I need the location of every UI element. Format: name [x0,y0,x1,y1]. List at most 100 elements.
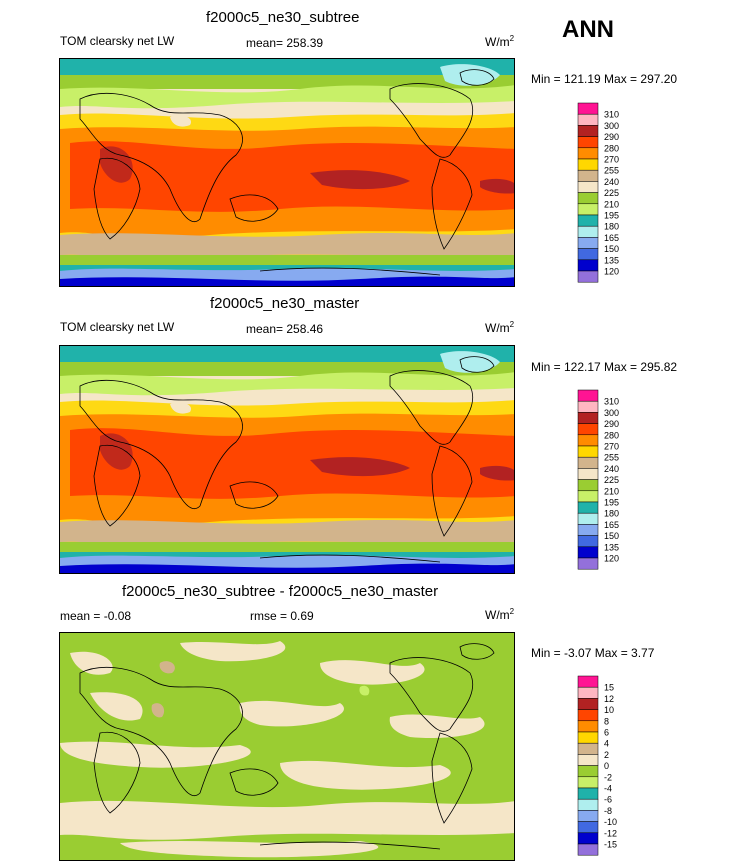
panel2-colorbar-swatch [577,479,599,492]
panel2-minmax: Min = 122.17 Max = 295.82 [531,360,678,374]
panel2-colorbar-swatch [577,400,599,413]
panel3-title: f2000c5_ne30_subtree - f2000c5_ne30_mast… [122,583,439,600]
panel1-variable-label: TOM clearsky net LW [60,34,175,48]
panel2-colorbar-swatch [577,468,599,480]
panel3-colorbar-tick-label: 12 [604,694,614,704]
panel3-colorbar-tick-label: -10 [604,817,617,827]
panel3-colorbar-swatch [577,754,599,766]
panel2-title: f2000c5_ne30_master [210,295,360,312]
panel2-colorbar-tick-label: 210 [604,486,619,496]
panel3-colorbar-swatch [577,698,599,710]
panel1-colorbar-swatch [577,225,599,238]
panel2-colorbar-tick-label: 240 [604,464,619,474]
panel1-colorbar-tick-label: 150 [604,244,619,254]
panel2-colorbar: 310 300 290 280 270 255 240 225 210 195 180 165 150 1… [577,389,619,570]
panel2-colorbar-tick-label: 195 [604,498,619,508]
panel2-colorbar-swatch [577,490,599,503]
panel2-map [59,345,515,574]
panel2-colorbar-swatch [577,423,599,436]
panel2-colorbar-swatch [577,512,599,525]
panel3-colorbar-swatch [577,843,599,856]
panel3-rmse: rmse = 0.69 [250,609,314,623]
panel2-mean: mean= 258.46 [246,322,324,336]
panel2-colorbar-tick-label: 165 [604,520,619,530]
panel3-mean: mean = -0.08 [60,609,132,623]
panel3-colorbar-tick-label: -4 [604,784,612,794]
panel3-colorbar-swatch [577,765,599,778]
panel1-colorbar-swatch [577,270,599,283]
panel1-colorbar-swatches: 3103002902802702552402252101951801651501… [577,102,619,283]
panel2-colorbar-tick-label: 290 [604,419,619,429]
panel2-colorbar-swatch [577,524,599,536]
panel3-colorbar-swatch [577,686,599,699]
panel3-colorbar-tick-label: 10 [604,705,614,715]
panel3-colorbar-tick-label: 4 [604,739,609,749]
panel2-colorbar-swatch [577,546,599,559]
panel3-colorbar-tick-label: -6 [604,795,612,805]
panel2-colorbar-swatch [577,389,599,402]
panel1-map [59,58,515,287]
panel1-colorbar-swatch [577,147,599,160]
panel2-colorbar-swatch [577,445,599,458]
panel1-colorbar-swatch [577,214,599,227]
panel2-variable-label: TOM clearsky net LW [60,320,175,334]
panel1-colorbar-swatch [577,136,599,149]
panel1-colorbar-tick-label: 310 [604,110,619,120]
panel1-colorbar-swatch [577,125,599,137]
panel3-colorbar-tick-label: 6 [604,728,609,738]
panel1-colorbar-tick-label: 280 [604,143,619,153]
panel1-colorbar-tick-label: 255 [604,166,619,176]
season-label: ANN [562,16,614,43]
panel1-colorbar-swatch [577,181,599,193]
panel3-colorbar-swatch [577,810,599,822]
panel2-colorbar-swatch [577,557,599,570]
panel1-colorbar-swatch [577,102,599,115]
panel3-colorbar-swatch [577,798,599,811]
panel3-colorbar-swatch [577,720,599,733]
panel3-minmax: Min = -3.07 Max = 3.77 [531,646,655,660]
panel1-colorbar-swatch [577,203,599,216]
panel2-colorbar-swatch [577,501,599,514]
panel2-colorbar-swatch [577,434,599,447]
panel3-colorbar-swatch [577,776,599,789]
panel1-colorbar-swatch [577,237,599,249]
panel3-colorbar-swatch [577,742,599,755]
panel2-colorbar-tick-label: 310 [604,397,619,407]
panel1-colorbar-tick-label: 300 [604,121,619,131]
panel1-colorbar-tick-label: 270 [604,155,619,165]
panel2-colorbar-swatch [577,535,599,548]
panel1-title: f2000c5_ne30_subtree [206,9,360,26]
panel3-colorbar-tick-label: -12 [604,828,617,838]
panel3-colorbar-tick-label: 8 [604,716,609,726]
panel2-colorbar-swatch [577,456,599,469]
panel2-map-field [60,346,514,573]
panel3-colorbar-tick-label: -8 [604,806,612,816]
panel1-map-field [60,59,514,286]
panel2-colorbar-tick-label: 120 [604,554,619,564]
panel1-colorbar-swatch [577,259,599,272]
panel1-colorbar-tick-label: 240 [604,177,619,187]
panel2-colorbar-tick-label: 225 [604,475,619,485]
panel2-colorbar-tick-label: 300 [604,408,619,418]
panel3-colorbar-swatch [577,731,599,744]
panel1-colorbar-swatch [577,113,599,126]
panel1-colorbar-tick-label: 165 [604,233,619,243]
panel1-units: W/m2 [485,34,515,49]
panel3-units: W/m2 [485,607,515,622]
panel3-colorbar: 15 12 10 8 6 4 2 0 -2 -4 -6 -8 -10 -12 -15 [577,675,617,856]
panel1-minmax: Min = 121.19 Max = 297.20 [531,72,678,86]
panel3-colorbar-swatch [577,832,599,845]
panel2-colorbar-swatches: 3103002902802702552402252101951801651501… [577,389,619,570]
panel2-units: W/m2 [485,320,515,335]
panel1-colorbar-tick-label: 225 [604,188,619,198]
panel1-colorbar-tick-label: 135 [604,255,619,265]
panel3-colorbar-swatch [577,787,599,800]
panel3-colorbar-tick-label: -2 [604,772,612,782]
panel2-colorbar-tick-label: 270 [604,442,619,452]
panel3-map [59,632,515,861]
panel1-colorbar-swatch [577,248,599,261]
panel2-colorbar-swatch [577,412,599,424]
panel1-colorbar: 310 300 290 280 270 255 240 225 210 195 180 165 150 1… [577,102,619,283]
panel3-colorbar-swatch [577,821,599,834]
panel3-colorbar-swatch [577,675,599,688]
